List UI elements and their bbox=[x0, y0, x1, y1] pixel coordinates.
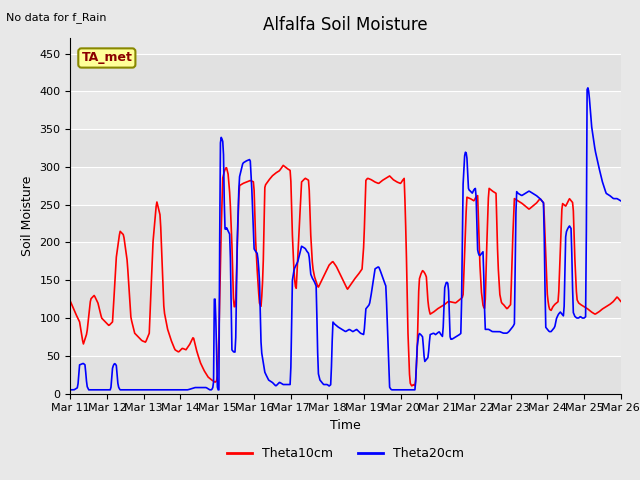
Text: No data for f_Rain: No data for f_Rain bbox=[6, 12, 107, 23]
Bar bbox=[70, 91, 621, 129]
Y-axis label: Soil Moisture: Soil Moisture bbox=[21, 176, 34, 256]
Bar bbox=[70, 356, 621, 394]
Bar bbox=[70, 318, 621, 356]
Bar bbox=[70, 53, 621, 91]
Bar bbox=[70, 204, 621, 242]
Bar bbox=[70, 242, 621, 280]
Bar bbox=[70, 129, 621, 167]
Text: TA_met: TA_met bbox=[81, 51, 132, 64]
Legend: Theta10cm, Theta20cm: Theta10cm, Theta20cm bbox=[222, 443, 469, 466]
Title: Alfalfa Soil Moisture: Alfalfa Soil Moisture bbox=[263, 16, 428, 34]
Bar bbox=[70, 167, 621, 204]
X-axis label: Time: Time bbox=[330, 419, 361, 432]
Bar bbox=[70, 280, 621, 318]
